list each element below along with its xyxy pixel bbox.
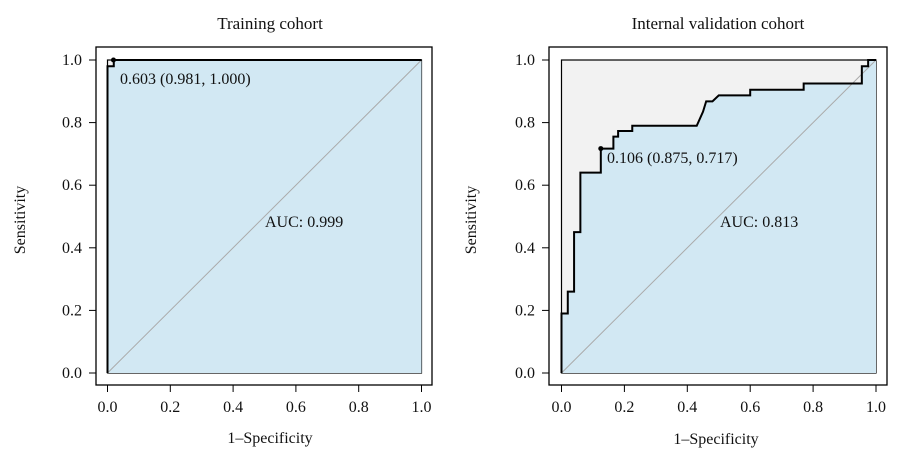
y-tick-label: 0.0 — [515, 365, 535, 382]
threshold-point — [111, 58, 116, 63]
chart-panel-1: Training cohort 0.0 0.2 0.4 0.6 0.8 1.0 0.0 0.2 0… — [12, 14, 432, 447]
x-tick-label: 0.8 — [803, 399, 823, 416]
x-tick-label: 1.0 — [866, 399, 886, 416]
x-axis-label: 1–Specificity — [227, 430, 312, 447]
y-tick-label: 0.6 — [62, 177, 82, 194]
x-tick-label: 0.8 — [349, 399, 369, 416]
y-tick-label: 0.8 — [515, 115, 535, 132]
x-tick-label: 0.6 — [286, 399, 306, 416]
auc-label: AUC: 0.999 — [265, 214, 343, 231]
auc-label: AUC: 0.813 — [720, 214, 798, 231]
y-axis-label: Sensitivity — [463, 186, 480, 254]
y-tick-label: 0.2 — [62, 302, 82, 319]
x-tick-label: 0.2 — [160, 399, 180, 416]
chart-panel-2: Internal validation cohort 0.0 0.2 0.4 0.6 0.… — [463, 14, 887, 448]
y-tick-label: 0.4 — [62, 240, 82, 257]
threshold-point — [598, 146, 603, 151]
x-tick-label: 0.2 — [614, 399, 634, 416]
y-tick-label: 0.6 — [515, 177, 535, 194]
threshold-label: 0.603 (0.981, 1.000) — [120, 71, 251, 88]
x-tick-label: 0.0 — [98, 399, 118, 416]
y-tick-label: 1.0 — [62, 52, 82, 69]
chart-title: Training cohort — [217, 14, 323, 33]
x-tick-label: 0.0 — [552, 399, 572, 416]
y-tick-label: 1.0 — [515, 52, 535, 69]
y-tick-label: 0.2 — [515, 302, 535, 319]
threshold-label: 0.106 (0.875, 0.717) — [607, 150, 738, 167]
chart-title: Internal validation cohort — [632, 14, 805, 33]
y-tick-label: 0.0 — [62, 365, 82, 382]
y-axis-label: Sensitivity — [12, 186, 29, 254]
x-axis-label: 1–Specificity — [673, 431, 758, 448]
x-tick-label: 0.6 — [740, 399, 760, 416]
x-tick-label: 1.0 — [412, 399, 432, 416]
y-tick-label: 0.8 — [62, 115, 82, 132]
x-tick-label: 0.4 — [223, 399, 243, 416]
x-tick-label: 0.4 — [677, 399, 697, 416]
y-tick-label: 0.4 — [515, 240, 535, 257]
